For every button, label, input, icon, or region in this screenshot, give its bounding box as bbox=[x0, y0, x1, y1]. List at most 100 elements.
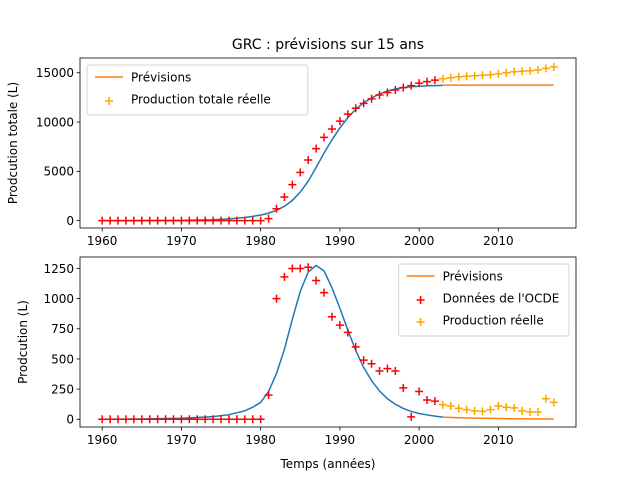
top-scatter-point bbox=[494, 69, 503, 78]
top-scatter-point bbox=[407, 81, 416, 90]
top-scatter-point bbox=[446, 73, 455, 82]
bottom-x-tick-label: 2000 bbox=[404, 433, 435, 447]
bottom-scatter-point bbox=[201, 415, 210, 424]
top-legend-box bbox=[86, 64, 309, 116]
bottom-scatter-point bbox=[137, 415, 146, 424]
bottom-line-series-0 bbox=[102, 264, 443, 421]
bottom-scatter-point bbox=[106, 415, 115, 424]
top-scatter-point bbox=[415, 79, 424, 88]
top-scatter-point bbox=[169, 216, 178, 225]
bottom-y-tick-label: 250 bbox=[51, 382, 74, 396]
top-scatter-point bbox=[335, 117, 344, 126]
top-y-tick-label: 15000 bbox=[36, 66, 74, 80]
bottom-scatter-point bbox=[177, 415, 186, 424]
top-scatter-point bbox=[304, 156, 313, 164]
bottom-line-series-1 bbox=[442, 416, 554, 420]
bottom-scatter-point bbox=[478, 407, 487, 416]
top-scatter-point bbox=[391, 86, 400, 95]
bottom-scatter-point bbox=[304, 263, 313, 272]
top-scatter-point bbox=[430, 76, 439, 85]
bottom-legend-box bbox=[398, 263, 570, 337]
bottom-legend-label: Production réelle bbox=[443, 314, 544, 328]
bottom-x-tick-label: 1970 bbox=[166, 433, 197, 447]
bottom-scatter-point bbox=[209, 415, 218, 424]
top-scatter-point bbox=[296, 168, 305, 177]
top-scatter-point bbox=[232, 216, 241, 225]
top-scatter-point bbox=[327, 124, 336, 133]
bottom-scatter-point bbox=[193, 415, 202, 424]
top-scatter-point bbox=[470, 71, 479, 80]
top-scatter-point bbox=[137, 216, 146, 225]
top-scatter-point bbox=[248, 216, 257, 225]
top-scatter-point bbox=[462, 72, 471, 81]
top-scatter-point bbox=[541, 64, 550, 73]
bottom-scatter-point bbox=[462, 405, 471, 414]
bottom-x-axis-label: Temps (années) bbox=[280, 457, 376, 471]
top-x-tick-label: 2000 bbox=[404, 234, 435, 248]
top-scatter-point bbox=[209, 216, 218, 225]
top-x-tick-label: 1960 bbox=[87, 234, 118, 248]
bottom-scatter-point bbox=[280, 272, 289, 281]
top-scatter-point bbox=[367, 94, 376, 103]
top-panel: 1960 1970 1980 1990 2000 2010050001000015000 … bbox=[6, 57, 577, 248]
bottom-scatter-point bbox=[438, 400, 447, 409]
bottom-scatter-point bbox=[217, 415, 226, 424]
bottom-scatter-point bbox=[296, 264, 305, 273]
top-scatter-point bbox=[201, 216, 210, 225]
top-scatter-point bbox=[359, 99, 368, 108]
bottom-scatter-point bbox=[549, 398, 558, 407]
bottom-scatter-point bbox=[169, 415, 178, 424]
bottom-scatter-point bbox=[185, 415, 194, 424]
top-marks bbox=[98, 62, 558, 225]
top-scatter-point bbox=[351, 104, 360, 113]
bottom-legend-marker-swatch bbox=[416, 296, 425, 304]
top-scatter-point bbox=[121, 216, 130, 225]
top-scatter-point bbox=[510, 67, 519, 76]
bottom-ticks: 1960 1970 1980 1990 2000 2010 0 250 500 750 1000 12… bbox=[43, 262, 513, 447]
top-scatter-point bbox=[98, 216, 107, 225]
bottom-legend-label: Prévisions bbox=[443, 270, 503, 284]
bottom-scatter-point bbox=[446, 402, 455, 411]
bottom-scatter-point bbox=[518, 406, 527, 415]
top-scatter-point bbox=[383, 88, 392, 97]
bottom-scatter-point bbox=[367, 359, 376, 368]
bottom-scatter-point bbox=[145, 415, 154, 424]
top-scatter-point bbox=[518, 67, 527, 76]
bottom-y-axis-label: Prodcution (L) bbox=[16, 300, 30, 384]
top-x-tick-label: 1990 bbox=[325, 234, 356, 248]
bottom-scatter-point bbox=[98, 415, 107, 424]
bottom-marks bbox=[98, 263, 558, 424]
top-axes-frame bbox=[79, 57, 577, 229]
bottom-scatter-point bbox=[470, 406, 479, 415]
bottom-scatter-point bbox=[232, 415, 241, 424]
top-scatter-point bbox=[145, 216, 154, 225]
top-x-tick-label: 1970 bbox=[166, 234, 197, 248]
top-scatter-point bbox=[438, 74, 447, 83]
bottom-scatter-point bbox=[533, 408, 542, 417]
bottom-scatter-point bbox=[415, 387, 424, 396]
bottom-x-tick-label: 1990 bbox=[325, 433, 356, 447]
bottom-scatter-point bbox=[391, 367, 400, 376]
bottom-y-tick-label: 1250 bbox=[43, 262, 74, 276]
bottom-y-tick-label: 750 bbox=[51, 322, 74, 336]
top-scatter-point bbox=[185, 216, 194, 225]
bottom-scatter-point bbox=[272, 294, 281, 303]
bottom-scatter-point bbox=[383, 364, 392, 373]
bottom-scatter-point bbox=[343, 328, 352, 337]
bottom-scatter-point bbox=[494, 402, 503, 411]
bottom-y-tick-label: 500 bbox=[51, 352, 74, 366]
top-scatter-point bbox=[423, 77, 432, 86]
top-scatter-point bbox=[343, 110, 352, 119]
bottom-scatter-point bbox=[454, 404, 463, 413]
top-scatter-point bbox=[161, 216, 170, 225]
bottom-scatter-point bbox=[359, 356, 368, 365]
top-scatter-point bbox=[177, 216, 186, 225]
bottom-scatter-point bbox=[161, 415, 170, 424]
top-scatter-point bbox=[240, 216, 249, 225]
top-scatter-point bbox=[106, 216, 115, 225]
top-legend: Prévisions Production totale réelle bbox=[86, 64, 309, 116]
bottom-scatter-point bbox=[335, 321, 344, 330]
top-scatter-point bbox=[312, 144, 321, 153]
bottom-legend-label: Données de l'OCDE bbox=[443, 292, 560, 306]
